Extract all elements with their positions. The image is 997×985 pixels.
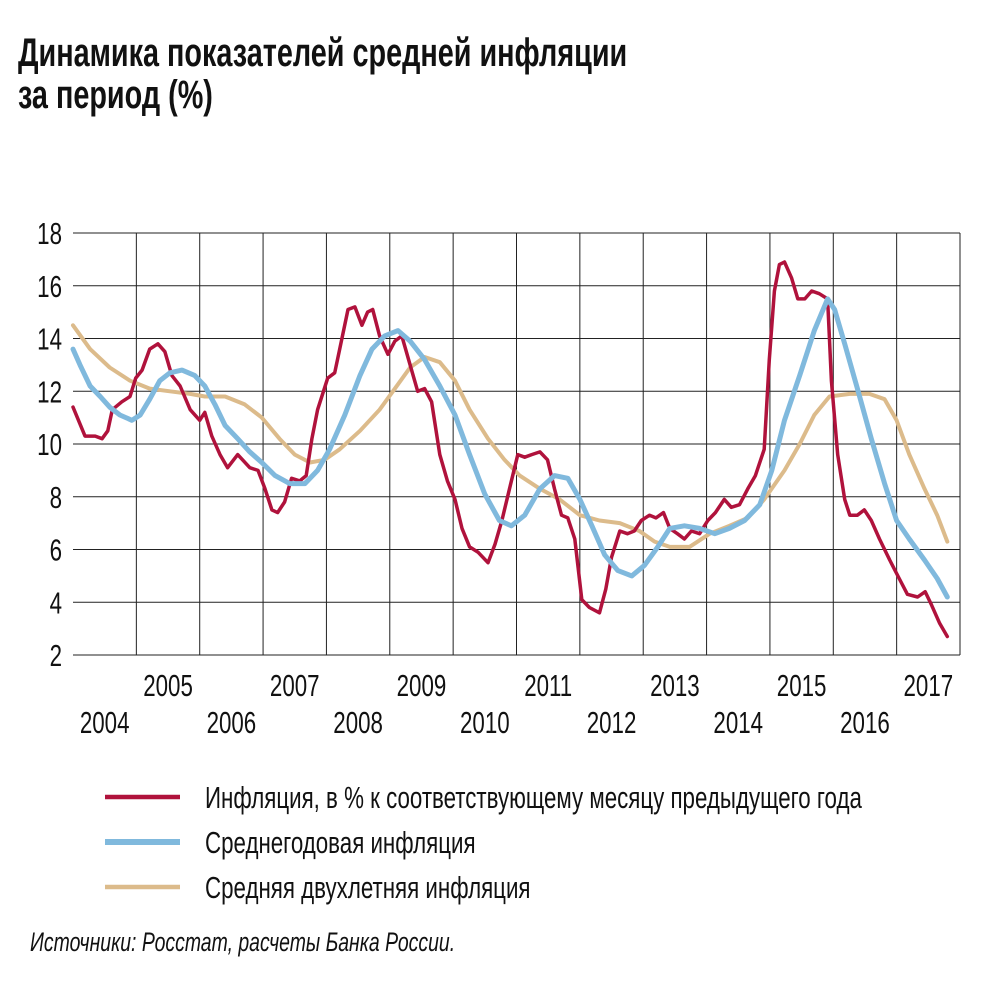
series-line	[70, 296, 950, 600]
x-tick-label: 2008	[333, 705, 383, 739]
x-tick-label: 2004	[80, 705, 130, 739]
y-tick-label: 16	[37, 269, 62, 303]
x-tick-label: 2016	[840, 705, 890, 739]
y-tick-label: 18	[37, 216, 62, 250]
y-tick-label: 2	[50, 638, 62, 672]
source-note: Источники: Росстат, расчеты Банка России…	[30, 927, 455, 957]
y-tick-label: 4	[50, 586, 62, 620]
x-tick-label: 2012	[587, 705, 637, 739]
x-tick-label: 2005	[143, 668, 193, 702]
legend-label: Инфляция, в % к соответствующему месяцу …	[205, 780, 863, 814]
chart-title: за период (%)	[18, 72, 213, 117]
x-tick-label: 2013	[650, 668, 700, 702]
y-tick-label: 14	[37, 322, 62, 356]
x-tick-label: 2017	[903, 668, 953, 702]
x-tick-label: 2011	[524, 668, 572, 702]
y-tick-label: 8	[50, 480, 62, 514]
x-tick-label: 2006	[207, 705, 257, 739]
y-tick-label: 12	[37, 375, 62, 409]
y-tick-label: 6	[50, 533, 62, 567]
series-line	[71, 260, 950, 639]
x-tick-label: 2007	[270, 668, 320, 702]
x-tick-label: 2010	[460, 705, 510, 739]
x-tick-label: 2014	[713, 705, 763, 739]
x-tick-label: 2009	[397, 668, 447, 702]
y-tick-label: 10	[37, 427, 62, 461]
chart-title: Динамика показателей средней инфляции	[18, 30, 627, 75]
x-tick-label: 2015	[777, 668, 827, 702]
legend-label: Средняя двухлетняя инфляция	[205, 870, 530, 904]
legend-label: Среднегодовая инфляция	[205, 825, 476, 859]
series-line	[71, 323, 950, 549]
